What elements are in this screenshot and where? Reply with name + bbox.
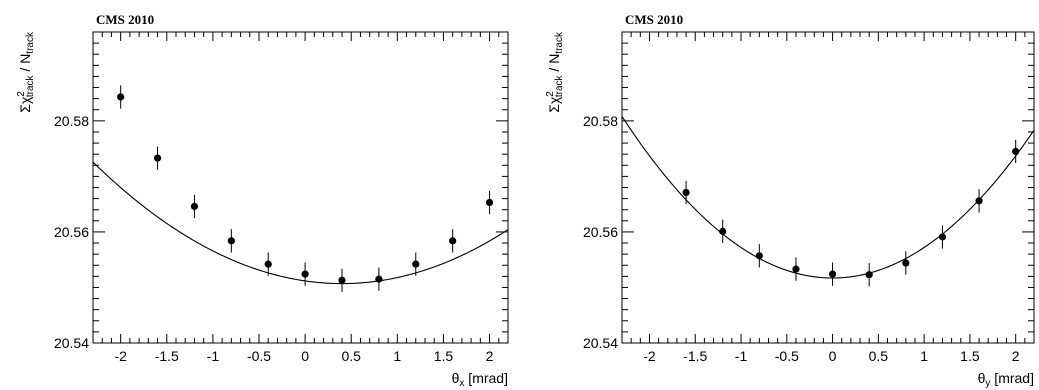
y-tick-label: 20.56 (583, 224, 618, 240)
chart-panel-theta-y: -2 -1.5 -1 -0.5 0 0.5 1 1.5 2 20.54 20.56 20.58 CMS… (545, 12, 1035, 389)
experiment-label: CMS 2010 (96, 12, 154, 27)
data-points (682, 139, 1020, 287)
y-axis-label: Σχ2track / Ntrack (545, 31, 565, 113)
x-tick-label: -1 (735, 348, 748, 364)
x-tick-label: -2 (114, 348, 127, 364)
plot-frame (92, 31, 509, 344)
x-tick-label: -1.5 (155, 348, 179, 364)
data-point (190, 202, 199, 210)
fit-curve (621, 116, 1035, 279)
data-point (1012, 147, 1020, 156)
fit-curve (92, 161, 509, 285)
data-point (828, 270, 837, 278)
data-point (938, 233, 947, 241)
y-axis-label: Σχ2track / Ntrack (16, 31, 36, 113)
x-tick-label: 1 (393, 348, 401, 364)
data-point (375, 275, 383, 283)
plot-frame (621, 31, 1035, 344)
x-tick-label: 1.5 (434, 348, 454, 364)
axis-ticks (93, 31, 509, 344)
data-point (227, 237, 235, 245)
data-point (412, 260, 420, 268)
x-tick-label: -2 (643, 348, 656, 364)
x-tick-label: -0.5 (775, 348, 799, 364)
data-point (485, 198, 494, 207)
tick-labels: -2 -1.5 -1 -0.5 0 0.5 1 1.5 2 20.54 20.56 20.58 (54, 113, 494, 364)
x-tick-label: 0.5 (341, 348, 361, 364)
x-tick-label: 1.5 (960, 348, 980, 364)
data-point (792, 265, 800, 273)
x-tick-label: 2 (1012, 348, 1020, 364)
data-points (117, 85, 494, 292)
y-tick-label: 20.56 (54, 224, 89, 240)
data-point (117, 93, 125, 101)
x-tick-label: -1.5 (683, 348, 707, 364)
x-tick-label: -0.5 (247, 348, 271, 364)
y-tick-label: 20.54 (54, 335, 89, 351)
data-point (975, 197, 983, 205)
y-tick-label: 20.54 (583, 335, 618, 351)
axis-ticks (622, 31, 1035, 344)
data-point (902, 259, 910, 267)
data-point (338, 276, 346, 284)
y-tick-label: 20.58 (54, 113, 89, 129)
data-point (719, 227, 727, 235)
y-tick-label: 20.58 (583, 113, 618, 129)
experiment-label: CMS 2010 (625, 12, 683, 27)
data-point (755, 252, 763, 260)
x-tick-label: -1 (207, 348, 220, 364)
chart-panel-theta-x: -2 -1.5 -1 -0.5 0 0.5 1 1.5 2 20.54 20.56 20.58 CMS… (16, 12, 509, 389)
data-point (449, 237, 457, 245)
x-tick-label: 0.5 (869, 348, 889, 364)
x-tick-label: 2 (486, 348, 494, 364)
data-point (153, 154, 162, 162)
data-point (301, 270, 309, 278)
x-axis-label: θy [mrad] (978, 370, 1034, 389)
data-point (682, 188, 690, 197)
x-tick-label: 0 (829, 348, 837, 364)
x-axis-label: θx [mrad] (452, 370, 508, 389)
data-point (865, 271, 873, 279)
tick-labels: -2 -1.5 -1 -0.5 0 0.5 1 1.5 2 20.54 20.56 20.58 (583, 113, 1020, 364)
x-tick-label: 1 (920, 348, 928, 364)
data-point (264, 260, 272, 268)
x-tick-label: 0 (301, 348, 309, 364)
